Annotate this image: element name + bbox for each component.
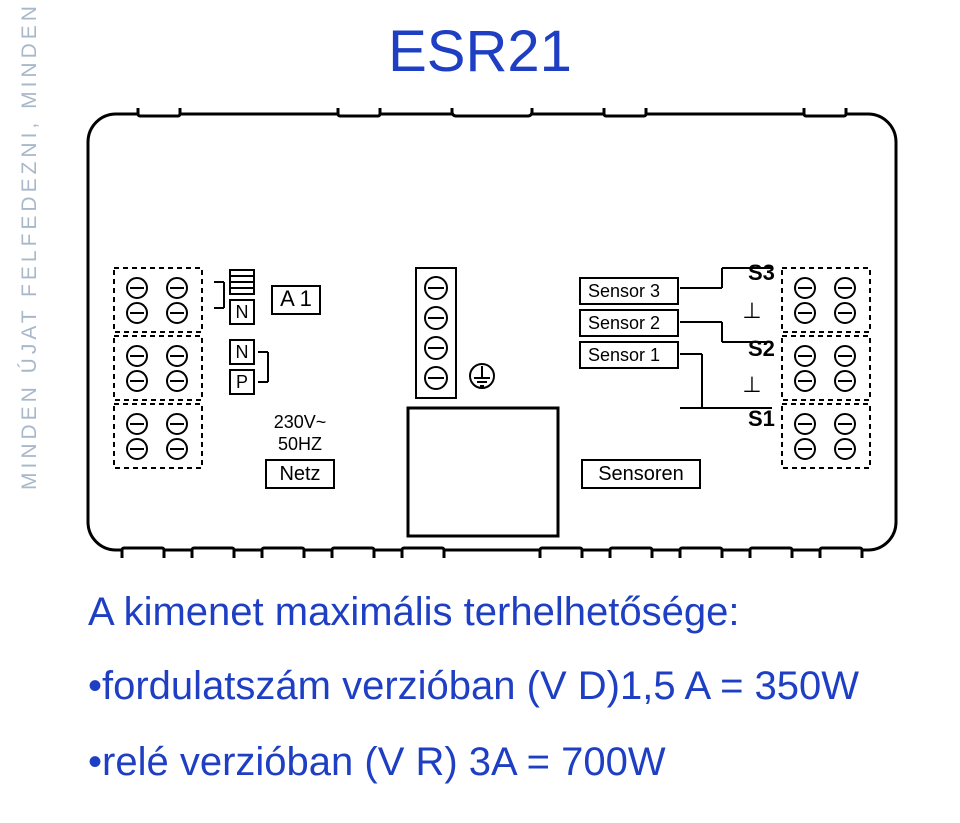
- label-sensor3: Sensor 3: [588, 281, 660, 301]
- label-a1: A 1: [280, 286, 312, 311]
- wiring-diagram: N N P A 1 230V~ 50HZ Netz Sensor 3 Senso…: [82, 108, 902, 558]
- label-sensor1: Sensor 1: [588, 345, 660, 365]
- label-sensoren: Sensoren: [598, 463, 684, 485]
- body-line-2: •fordulatszám verzióban (V D)1,5 A = 350…: [88, 660, 859, 712]
- body-line-1: A kimenet maximális terhelhetősége:: [88, 586, 739, 638]
- page-title: ESR21: [0, 18, 960, 85]
- label-s3: S3: [748, 260, 775, 285]
- label-n2: N: [236, 342, 249, 362]
- label-sensor2: Sensor 2: [588, 313, 660, 333]
- label-frequency: 50HZ: [278, 434, 322, 454]
- label-s2: S2: [748, 336, 775, 361]
- label-s1: S1: [748, 406, 775, 431]
- label-gnd1: ⊥: [742, 298, 761, 323]
- label-netz: Netz: [279, 463, 320, 485]
- label-voltage: 230V~: [274, 412, 327, 432]
- body-line-3: •relé verzióban (V R) 3A = 700W: [88, 736, 666, 788]
- label-p: P: [236, 372, 248, 392]
- label-n1: N: [236, 302, 249, 322]
- label-gnd2: ⊥: [742, 372, 761, 397]
